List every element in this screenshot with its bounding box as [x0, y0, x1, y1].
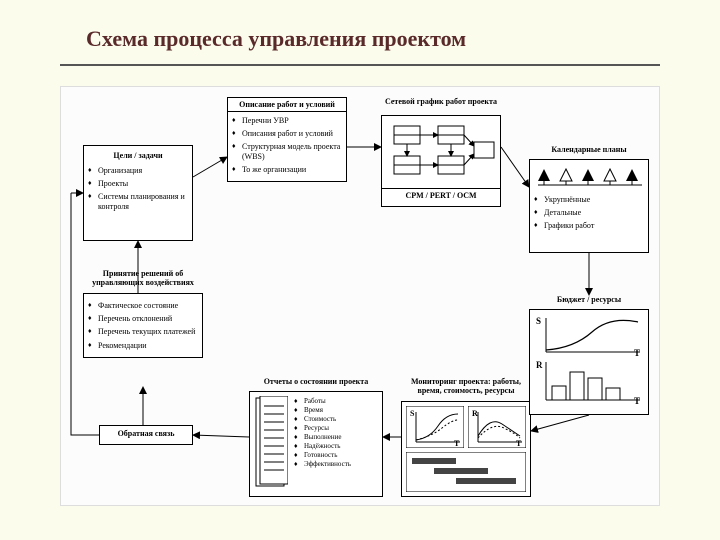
box-goals: Цели / задачи Организация Проекты Систем… [83, 145, 193, 241]
box-monitoring-title: Мониторинг проекта: работы, время, стоим… [401, 377, 531, 395]
milestone-chart [534, 163, 646, 191]
svg-text:R: R [472, 409, 478, 418]
box-reports-title: Отчеты о состоянии проекта [249, 377, 383, 386]
rep-item: Эффективность [294, 460, 351, 468]
box-decisions-title: Принятие решений об управляющих воздейст… [83, 269, 203, 287]
work-item: Перечни УВР [232, 116, 342, 125]
svg-text:R: R [536, 360, 543, 370]
svg-text:T: T [516, 439, 522, 448]
work-item: Описания работ и условий [232, 129, 342, 138]
rep-item: Ресурсы [294, 424, 351, 432]
rep-item: Надёжность [294, 442, 351, 450]
svg-text:T: T [634, 348, 640, 358]
title-rule [60, 64, 660, 66]
diagram-canvas: Цели / задачи Организация Проекты Систем… [60, 86, 660, 506]
cal-item: Укрупнённые [534, 195, 644, 204]
box-work-desc: Описание работ и условий Перечни УВР Опи… [227, 97, 347, 182]
goals-item: Организация [88, 166, 188, 175]
cal-item: Детальные [534, 208, 644, 217]
goals-item: Системы планирования и контроля [88, 192, 188, 210]
dec-item: Фактическое состояние [88, 301, 198, 310]
box-calendar-title: Календарные планы [529, 145, 649, 154]
dec-item: Перечень текущих платежей [88, 327, 198, 336]
mon-gantt [406, 452, 526, 492]
rep-item: Стоимость [294, 415, 351, 423]
svg-text:T: T [634, 396, 640, 406]
network-footer: CPM / PERT / OCM [382, 188, 500, 202]
svg-text:S: S [536, 316, 541, 326]
svg-text:S: S [410, 409, 415, 418]
box-calendar: Укрупнённые Детальные Графики работ [529, 159, 649, 253]
rep-item: Готовность [294, 451, 351, 459]
mon-chart-s: S T [406, 406, 464, 448]
box-budget: S T R T [529, 309, 649, 415]
dec-item: Перечень отклонений [88, 314, 198, 323]
dec-item: Рекомендации [88, 341, 198, 350]
box-budget-title: Бюджет / ресурсы [529, 295, 649, 304]
box-monitoring: S T R T [401, 401, 531, 497]
cal-item: Графики работ [534, 221, 644, 230]
box-reports: Работы Время Стоимость Ресурсы Выполнени… [249, 391, 383, 497]
rep-item: Время [294, 406, 351, 414]
work-item: Структурная модель проекта (WBS) [232, 142, 342, 160]
milestones [538, 169, 638, 181]
box-network: CPM / PERT / OCM [381, 115, 501, 207]
network-diagram [382, 116, 502, 188]
rep-item: Выполнение [294, 433, 351, 441]
budget-s-curve: S T [534, 314, 644, 358]
budget-bars: R T [534, 358, 644, 406]
feedback-label: Обратная связь [118, 429, 175, 438]
work-item: То же организации [232, 165, 342, 174]
mon-chart-r: R T [468, 406, 526, 448]
box-work-title: Описание работ и условий [228, 98, 346, 112]
box-network-title: Сетевой график работ проекта [381, 97, 501, 106]
svg-text:T: T [454, 439, 460, 448]
box-feedback: Обратная связь [99, 425, 193, 445]
page-title: Схема процесса управления проектом [86, 26, 466, 52]
goals-item: Проекты [88, 179, 188, 188]
rep-item: Работы [294, 397, 351, 405]
box-decisions: Фактическое состояние Перечень отклонени… [83, 293, 203, 358]
box-goals-title: Цели / задачи [88, 149, 188, 162]
report-stack-icon [254, 396, 288, 490]
